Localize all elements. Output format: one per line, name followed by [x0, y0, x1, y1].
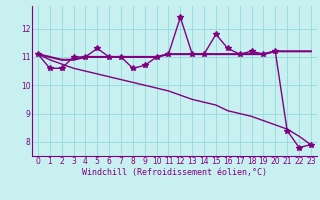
X-axis label: Windchill (Refroidissement éolien,°C): Windchill (Refroidissement éolien,°C) [82, 168, 267, 177]
